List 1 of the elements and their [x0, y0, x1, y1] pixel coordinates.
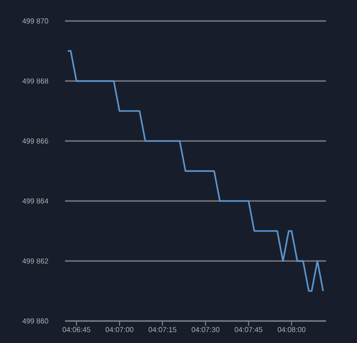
- line-series: [67, 50, 324, 292]
